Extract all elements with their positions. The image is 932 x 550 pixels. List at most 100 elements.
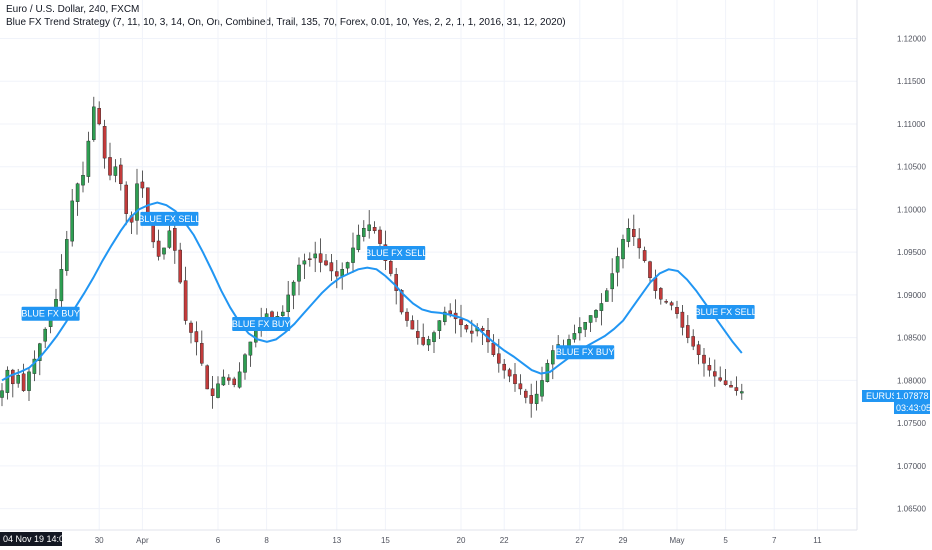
candle-body bbox=[237, 371, 242, 388]
candle-body bbox=[194, 331, 199, 343]
candle-body bbox=[675, 307, 679, 314]
candle-body bbox=[70, 200, 74, 242]
candle-body bbox=[551, 350, 555, 365]
candle-body bbox=[362, 228, 366, 237]
symbol-tag-text: EURUSD bbox=[866, 391, 905, 401]
candle-body bbox=[91, 106, 96, 140]
candle-body bbox=[38, 343, 42, 361]
candle-body bbox=[507, 369, 512, 377]
candle-body bbox=[318, 253, 323, 263]
signal-label-text: BLUE FX BUY bbox=[232, 319, 291, 329]
price-tick-label: 1.07000 bbox=[897, 462, 926, 471]
candle-body bbox=[502, 363, 507, 371]
candle-body bbox=[680, 311, 685, 328]
time-tick-label: 20 bbox=[457, 536, 466, 545]
candle-body bbox=[470, 330, 474, 334]
candle-body bbox=[615, 256, 620, 273]
candle-body bbox=[437, 320, 442, 331]
symbol-price-tag: EURUSD 1.07878 03:43:05 bbox=[862, 390, 931, 414]
candle-body bbox=[594, 310, 598, 318]
candle-body bbox=[221, 376, 226, 386]
time-tick-label: 7 bbox=[772, 536, 777, 545]
candle-body bbox=[583, 322, 587, 330]
candle-body bbox=[696, 344, 701, 355]
candle-body bbox=[248, 341, 253, 356]
candle-body bbox=[367, 224, 372, 231]
candle-body bbox=[232, 378, 237, 385]
candle-body bbox=[702, 354, 706, 364]
candle-body bbox=[480, 328, 485, 332]
candle-body bbox=[335, 271, 339, 277]
candle-body bbox=[588, 315, 593, 323]
candle-body bbox=[43, 328, 47, 342]
time-tick-label: May bbox=[669, 536, 684, 545]
time-cursor-text: 04 Nov 19 14:00 bbox=[3, 534, 69, 544]
time-axis-ticks: 30 Apr 6 8 13 15 20 22 27 29 May 5 7 11 bbox=[95, 536, 822, 545]
signal-label-box bbox=[140, 211, 199, 226]
candle-body bbox=[534, 393, 539, 404]
signal-labels: BLUE FX BUY BLUE FX SELL BLUE FX BUY BLUE F… bbox=[21, 211, 757, 360]
candle-body bbox=[313, 253, 318, 259]
candle-body bbox=[210, 388, 215, 396]
last-price-text: 1.07878 bbox=[896, 391, 929, 401]
signal-label-box bbox=[232, 316, 291, 331]
candle-body bbox=[686, 325, 690, 338]
candle-body bbox=[189, 322, 193, 333]
candle-body bbox=[16, 375, 21, 384]
candle-body bbox=[378, 229, 382, 244]
price-tick-label: 1.11000 bbox=[897, 120, 926, 129]
candle-body bbox=[324, 260, 328, 266]
price-tick-label: 1.11500 bbox=[897, 77, 926, 86]
signal-label-text: BLUE FX SELL bbox=[138, 214, 200, 224]
time-tick-label: Apr bbox=[136, 536, 149, 545]
candle-body bbox=[5, 369, 10, 393]
candle-body bbox=[329, 262, 334, 272]
candle-body bbox=[713, 371, 717, 377]
candle-body bbox=[216, 383, 220, 398]
signal-label-text: BLUE FX SELL bbox=[365, 248, 427, 258]
candle-body bbox=[205, 365, 210, 390]
candle-body bbox=[178, 249, 183, 283]
time-tick-label: 22 bbox=[500, 536, 509, 545]
candle-body bbox=[729, 385, 733, 388]
candle-body bbox=[464, 325, 469, 330]
price-tick-label: 1.08000 bbox=[897, 376, 926, 385]
candles bbox=[0, 96, 744, 418]
signal-label-box bbox=[556, 345, 615, 360]
price-axis-ticks: 1.12000 1.11500 1.11000 1.10500 1.10000 1.095… bbox=[897, 34, 926, 513]
candle-body bbox=[243, 354, 247, 373]
candle-body bbox=[664, 301, 668, 303]
candle-body bbox=[356, 234, 361, 250]
price-tick-label: 1.07500 bbox=[897, 419, 926, 428]
candle-body bbox=[199, 343, 204, 364]
time-tick-label: 13 bbox=[332, 536, 341, 545]
candle-body bbox=[113, 166, 118, 176]
candle-body bbox=[102, 126, 107, 159]
candle-body bbox=[497, 353, 501, 364]
candle-body bbox=[97, 108, 101, 125]
candle-body bbox=[291, 281, 296, 296]
candle-body bbox=[426, 339, 431, 346]
candle-body bbox=[172, 228, 177, 251]
chart-title: Euro / U.S. Dollar, 240, FXCM bbox=[6, 4, 140, 15]
candle-body bbox=[637, 238, 641, 249]
candle-body bbox=[27, 371, 31, 391]
candle-body bbox=[345, 262, 350, 269]
candle-body bbox=[518, 383, 523, 390]
time-tick-label: 29 bbox=[619, 536, 628, 545]
study-legend: Blue FX Trend Strategy (7, 11, 10, 3, 14… bbox=[6, 17, 566, 28]
candle-body bbox=[124, 184, 128, 214]
candle-body bbox=[669, 302, 674, 306]
candle-body bbox=[389, 261, 393, 274]
candle-body bbox=[156, 240, 161, 257]
candle-body bbox=[740, 391, 744, 394]
time-tick-label: 15 bbox=[381, 536, 390, 545]
trend-line bbox=[1, 201, 743, 382]
time-tick-label: 5 bbox=[723, 536, 728, 545]
candle-body bbox=[605, 290, 609, 302]
grid-lines bbox=[0, 0, 857, 530]
time-cursor-tag: 04 Nov 19 14:00 bbox=[0, 532, 69, 546]
candle-body bbox=[448, 310, 453, 314]
signal-label-text: BLUE FX BUY bbox=[21, 309, 80, 319]
